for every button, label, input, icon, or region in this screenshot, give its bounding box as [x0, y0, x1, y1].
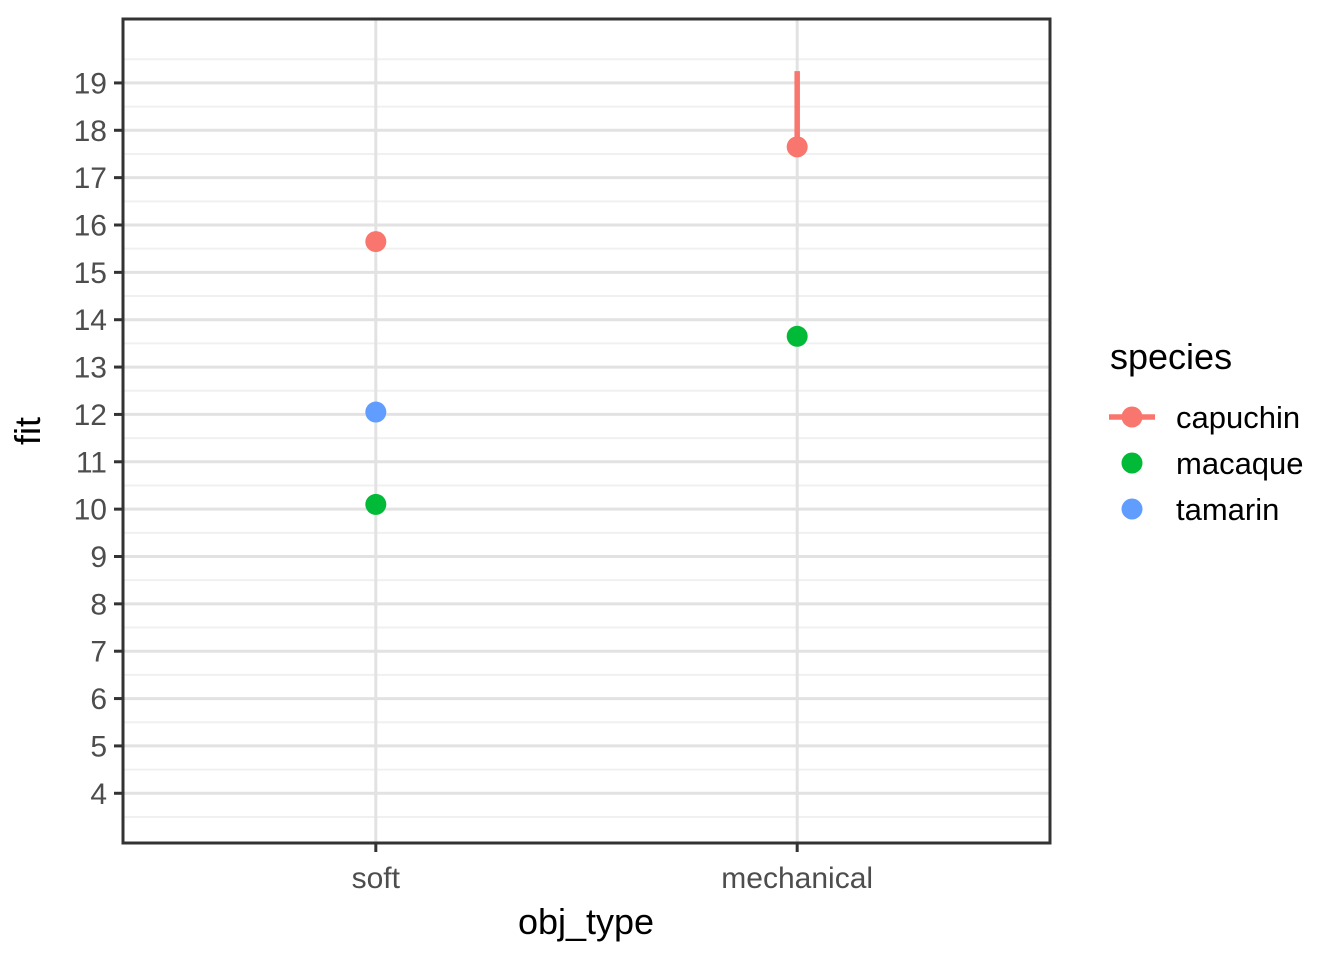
x-axis-title: obj_type	[518, 901, 654, 942]
y-tick-label: 16	[74, 210, 107, 243]
data-points	[365, 71, 808, 515]
y-tick-label: 7	[90, 636, 107, 669]
y-tick-label: 10	[74, 494, 107, 527]
legend-label-macaque: macaque	[1176, 446, 1304, 481]
legend-label-tamarin: tamarin	[1176, 492, 1279, 527]
y-tick-label: 6	[90, 683, 107, 716]
y-tick-label: 19	[74, 67, 107, 100]
y-tick-label: 13	[74, 352, 107, 385]
x-tick-label: soft	[352, 862, 401, 895]
y-tick-label: 12	[74, 399, 107, 432]
y-tick-label: 17	[74, 162, 107, 195]
point-capuchin-soft	[365, 231, 387, 253]
legend-entry-tamarin: tamarin	[1121, 492, 1279, 527]
y-tick-label: 5	[90, 730, 107, 763]
point-capuchin-mechanical	[786, 136, 808, 158]
legend-entry-macaque: macaque	[1121, 446, 1304, 481]
y-tick-label: 18	[74, 115, 107, 148]
panel-border	[121, 17, 1052, 845]
legend-key-dot-macaque	[1121, 452, 1143, 474]
axes: 4 5 6 7 8 9 10 11 12 13 14 15 16 17 18 19 soft mechanical	[74, 67, 873, 895]
y-tick-label: 15	[74, 257, 107, 290]
legend-label-capuchin: capuchin	[1176, 400, 1300, 435]
x-tick-label: mechanical	[721, 862, 873, 895]
point-tamarin-soft	[365, 401, 387, 423]
legend: species capuchin macaque tamarin	[1109, 336, 1304, 527]
legend-key-dot-tamarin	[1121, 498, 1143, 520]
point-macaque-soft	[365, 493, 387, 515]
legend-key-dot-capuchin	[1121, 406, 1143, 428]
grid-minor-lines	[123, 58, 1050, 818]
point-macaque-mechanical	[786, 325, 808, 347]
y-tick-label: 8	[90, 588, 107, 621]
legend-title: species	[1110, 336, 1232, 377]
grid-major-lines	[123, 19, 1050, 843]
y-tick-label: 9	[90, 541, 107, 574]
y-tick-label: 4	[90, 778, 107, 811]
y-tick-label: 11	[76, 446, 107, 479]
legend-entry-capuchin: capuchin	[1109, 400, 1300, 435]
y-axis-title: fit	[7, 417, 48, 445]
y-tick-label: 14	[74, 304, 107, 337]
